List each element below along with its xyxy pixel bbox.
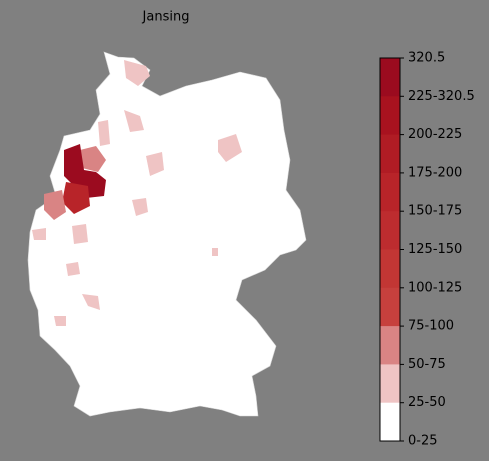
region — [44, 190, 66, 220]
map-title: Jansing — [142, 10, 190, 25]
colorbar-segment — [380, 172, 400, 212]
colorbar-label: 25-50 — [408, 395, 446, 410]
colorbar-label: 75-100 — [408, 319, 454, 334]
colorbar-label: 200-225 — [408, 127, 462, 142]
colorbar-label: 175-200 — [408, 165, 462, 180]
region — [54, 316, 66, 326]
region — [218, 134, 242, 162]
region — [212, 248, 218, 256]
colorbar-segment — [380, 134, 400, 174]
region — [124, 110, 144, 132]
region — [124, 60, 150, 86]
region — [66, 262, 80, 276]
region — [72, 224, 88, 244]
colorbar-label: 100-125 — [408, 280, 462, 295]
colorbar-label: 150-175 — [408, 204, 462, 219]
colorbar-segment — [380, 211, 400, 250]
colorbar-segment — [380, 326, 400, 365]
region — [62, 182, 90, 214]
region — [146, 152, 164, 176]
region — [82, 294, 100, 310]
colorbar-label: 320.5 — [408, 51, 445, 66]
colorbar-segment — [380, 364, 400, 404]
colorbar-label: 225-320.5 — [408, 89, 475, 104]
region — [132, 198, 148, 216]
germany-map — [27, 51, 307, 417]
region — [32, 228, 46, 240]
colorbar-label: 125-150 — [408, 242, 462, 257]
colorbar-segment — [380, 58, 400, 97]
region — [98, 120, 110, 146]
colorbar-segment — [380, 96, 400, 136]
region — [80, 146, 106, 172]
colorbar-label: 0-25 — [408, 434, 438, 449]
colorbar-segment — [380, 287, 400, 327]
colorbar: 320.5 225-320.5 200-225 175-200 150-175 125-1… — [379, 51, 475, 449]
colorbar-segment — [380, 249, 400, 289]
colorbar-segment — [380, 402, 400, 442]
colorbar-label: 50-75 — [408, 357, 446, 372]
